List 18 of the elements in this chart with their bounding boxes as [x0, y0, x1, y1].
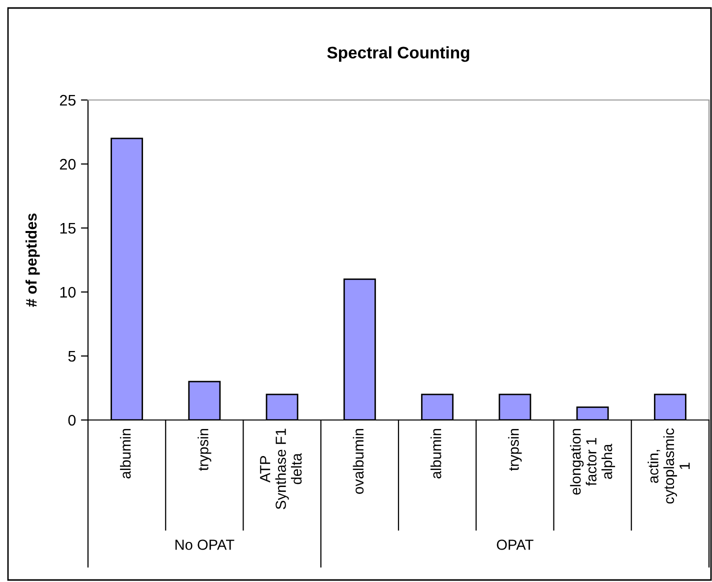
y-axis-title: # of peptides	[26, 214, 40, 307]
y-tick-label: 15	[60, 223, 76, 234]
y-tick-label: 25	[60, 94, 76, 106]
chart-title: Spectral Counting	[327, 46, 470, 62]
x-tick-label: ATP Synthase F1 delta	[260, 428, 302, 510]
x-tick-label: elongation factor 1 alpha	[570, 428, 616, 495]
y-tick-label: 10	[60, 286, 76, 298]
y-tick-label: 20	[60, 158, 76, 170]
x-tick-label: albumin	[120, 428, 131, 478]
y-tick-label: 5	[68, 351, 76, 362]
x-tick-label: trypsin	[198, 428, 212, 471]
text: OPAT	[496, 540, 534, 550]
x-tick-label: albumin	[430, 428, 442, 478]
x-tick-label: actin, cytoplasmic 1	[648, 428, 690, 504]
y-tick-label: 0	[68, 414, 76, 426]
text: No OPAT	[176, 540, 234, 550]
x-tick-label: trypsin	[508, 428, 522, 471]
x-tick-label: ovalbumin	[352, 428, 364, 494]
